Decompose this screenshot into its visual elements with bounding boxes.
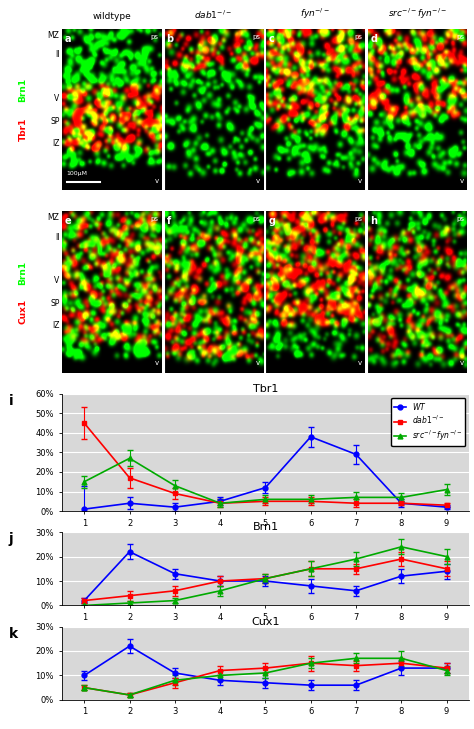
Text: c: c [268, 34, 274, 44]
Text: MZ: MZ [48, 214, 60, 222]
Text: II: II [55, 233, 60, 242]
Text: ps: ps [354, 217, 362, 222]
Text: v: v [358, 178, 362, 184]
Text: Brn1: Brn1 [18, 261, 27, 285]
Text: b: b [166, 34, 173, 44]
Text: i: i [9, 394, 13, 408]
Text: IZ: IZ [52, 321, 60, 330]
Text: $dab1^{-/-}$: $dab1^{-/-}$ [194, 9, 232, 21]
Text: II: II [55, 50, 60, 60]
Text: v: v [155, 360, 158, 366]
Text: ps: ps [150, 34, 158, 40]
Text: g: g [268, 217, 275, 226]
Text: SP: SP [50, 299, 60, 308]
Text: a: a [64, 34, 71, 44]
Text: f: f [166, 217, 171, 226]
Text: wildtype: wildtype [92, 12, 131, 21]
Text: v: v [155, 178, 158, 184]
Text: ps: ps [456, 34, 464, 40]
Text: v: v [460, 360, 464, 366]
Text: Cux1: Cux1 [18, 299, 27, 324]
Text: ps: ps [354, 34, 362, 40]
Text: V: V [55, 94, 60, 103]
Text: d: d [370, 34, 377, 44]
Title: Cux1: Cux1 [251, 617, 280, 626]
Text: v: v [256, 360, 260, 366]
Legend: $WT$, $dab1^{-/-}$, $src^{-/-}fyn^{-/-}$: $WT$, $dab1^{-/-}$, $src^{-/-}fyn^{-/-}$ [391, 397, 465, 446]
Title: Tbr1: Tbr1 [253, 383, 278, 394]
Text: V: V [55, 276, 60, 285]
Text: $src^{-/-}fyn^{-/-}$: $src^{-/-}fyn^{-/-}$ [388, 7, 447, 21]
Text: e: e [64, 217, 71, 226]
Text: ps: ps [252, 217, 260, 222]
Text: ps: ps [150, 217, 158, 222]
Title: Brn1: Brn1 [252, 522, 279, 532]
Text: j: j [9, 532, 13, 546]
Text: SP: SP [50, 117, 60, 125]
Text: v: v [358, 360, 362, 366]
Text: v: v [460, 178, 464, 184]
Text: ps: ps [456, 217, 464, 222]
Text: Tbr1: Tbr1 [18, 117, 27, 141]
Text: ps: ps [252, 34, 260, 40]
Text: 100μM: 100μM [67, 171, 88, 176]
Text: MZ: MZ [48, 31, 60, 40]
Text: k: k [9, 626, 18, 641]
Text: $fyn^{-/-}$: $fyn^{-/-}$ [301, 7, 330, 21]
Text: Brn1: Brn1 [18, 78, 27, 103]
Text: IZ: IZ [52, 139, 60, 148]
Text: v: v [256, 178, 260, 184]
Text: h: h [370, 217, 377, 226]
